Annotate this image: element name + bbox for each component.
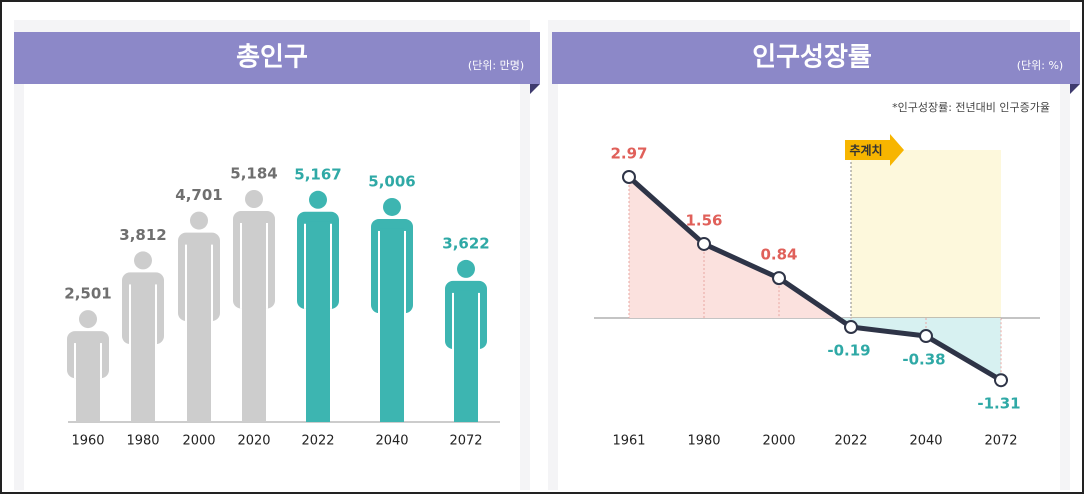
line xyxy=(627,175,1003,383)
person xyxy=(67,310,109,422)
projection-area xyxy=(851,150,1001,318)
point xyxy=(772,271,786,286)
person-head xyxy=(245,190,263,208)
point xyxy=(697,236,711,251)
person-legs xyxy=(242,221,266,422)
x-tick-label: 2072 xyxy=(984,434,1017,449)
value-label: -0.19 xyxy=(827,342,870,360)
value-label: 5,184 xyxy=(230,165,277,183)
value-label: 2.97 xyxy=(610,145,647,163)
x-tick-label: 2072 xyxy=(449,434,482,449)
value-label: 0.84 xyxy=(760,246,797,264)
person-head xyxy=(457,259,475,278)
person-legs xyxy=(454,290,478,422)
person xyxy=(122,251,164,422)
person xyxy=(445,259,487,422)
annotation-arrow xyxy=(845,134,904,166)
person-legs xyxy=(131,282,155,422)
area-positive xyxy=(629,177,1001,318)
unit-label: (단위: %) xyxy=(1017,59,1063,72)
person-head xyxy=(309,190,327,209)
x-tick-label: 1960 xyxy=(71,434,104,449)
x-tick-label: 2040 xyxy=(375,434,408,449)
person-head xyxy=(79,310,97,329)
value-label: 1.56 xyxy=(685,211,722,229)
fold xyxy=(530,84,540,94)
x-tick-label: 2000 xyxy=(182,434,215,449)
header-band xyxy=(14,32,540,84)
value-label: 3,622 xyxy=(442,234,489,252)
x-tick-label: 2022 xyxy=(834,434,867,449)
chart-title: 인구성장률 xyxy=(752,43,872,73)
x-tick-label: 2020 xyxy=(237,434,270,449)
point xyxy=(919,329,933,344)
value-label: 5,167 xyxy=(294,165,341,183)
value-label: 2,501 xyxy=(64,285,111,303)
value-label: 4,701 xyxy=(175,186,222,204)
person-head xyxy=(383,197,401,216)
value-label: 5,006 xyxy=(368,172,415,190)
x-tick-label: 2022 xyxy=(301,434,334,449)
person-head xyxy=(134,251,152,270)
x-tick-label: 1980 xyxy=(687,434,720,449)
person-legs xyxy=(187,242,211,422)
point xyxy=(994,373,1008,388)
point xyxy=(622,170,636,184)
point xyxy=(844,320,858,335)
person xyxy=(297,190,339,422)
person xyxy=(371,197,413,422)
x-tick-label: 1961 xyxy=(612,434,645,449)
x-tick-label: 2000 xyxy=(762,434,795,449)
note: *인구성장률: 전년대비 인구증가율 xyxy=(892,101,1050,114)
x-tick-label: 2040 xyxy=(909,434,942,449)
value-label: -0.38 xyxy=(902,351,945,369)
person-legs xyxy=(306,221,330,422)
chart-title: 총인구 xyxy=(236,43,308,73)
fold xyxy=(1070,84,1080,94)
value-label: 3,812 xyxy=(119,226,166,244)
person xyxy=(233,190,275,422)
x-tick-label: 1980 xyxy=(126,434,159,449)
person-legs xyxy=(380,228,404,422)
person xyxy=(178,211,220,422)
person-legs xyxy=(76,341,100,422)
annotation: 추계치 xyxy=(849,143,882,158)
header-band xyxy=(552,32,1080,84)
unit-label: (단위: 만명) xyxy=(468,59,524,72)
value-label: -1.31 xyxy=(977,395,1020,413)
person-head xyxy=(190,211,208,230)
